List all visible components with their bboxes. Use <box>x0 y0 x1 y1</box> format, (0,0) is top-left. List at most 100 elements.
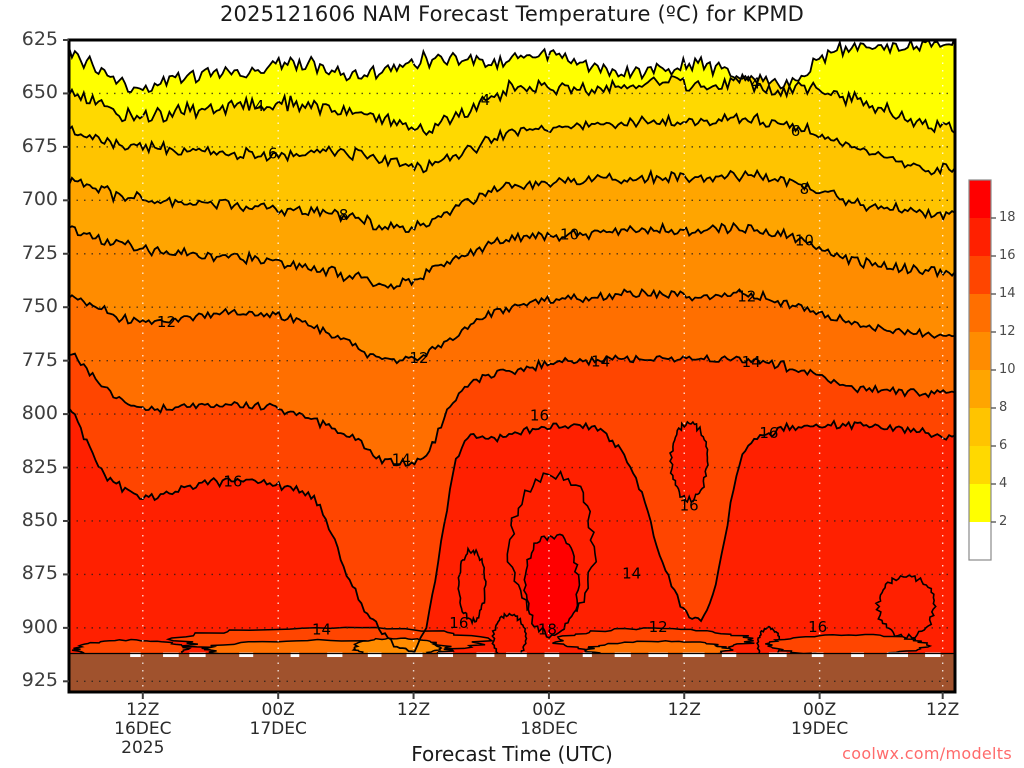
contour-label: 10 <box>795 232 814 250</box>
colorbar-band <box>969 332 991 371</box>
contour-label: 4 <box>481 91 491 109</box>
x-tick-date: 17DEC <box>249 719 307 739</box>
contour-label: 12 <box>649 618 668 636</box>
contour-line-4 <box>69 72 955 137</box>
contour-band-6 <box>69 114 955 232</box>
colorbar-band <box>969 522 991 561</box>
contour-label: 4 <box>751 74 761 92</box>
plot-frame <box>67 38 957 694</box>
terrain-notch <box>367 652 382 658</box>
terrain-notch <box>327 652 343 658</box>
contour-label: 16 <box>223 472 242 490</box>
colorbar-band <box>969 484 991 523</box>
contour-label: 10 <box>560 225 579 243</box>
terrain-notch <box>648 652 668 658</box>
terrain-notch <box>768 652 787 658</box>
colorbar-band <box>969 218 991 257</box>
contour-band-12 <box>69 289 955 466</box>
contour-band-10 <box>69 223 955 364</box>
contour-band-8 <box>69 170 955 289</box>
x-axis-ticks <box>141 692 944 699</box>
y-axis-ticks <box>63 39 69 683</box>
contour-line-8 <box>69 168 955 233</box>
core-16-sfc-c <box>874 574 937 640</box>
contour-label: 8 <box>339 206 349 224</box>
contour-fill-layer <box>69 40 955 692</box>
colorbar-tick-label: 2 <box>999 514 1008 529</box>
y-tick-label: 925 <box>21 669 58 692</box>
contour-label: 16 <box>449 614 468 632</box>
x-tick-time: 12Z <box>667 700 701 720</box>
contour-label: 16 <box>530 407 549 425</box>
contour-label: 18 <box>538 620 557 638</box>
colorbar-tick-label: 18 <box>999 210 1016 225</box>
terrain-notch <box>189 652 206 658</box>
terrain-fill <box>69 653 955 692</box>
x-tick-time: 00Z <box>532 700 566 720</box>
terrain-notch <box>925 652 941 658</box>
contour-band-2 <box>69 40 955 135</box>
contour-label: 6 <box>791 122 801 140</box>
y-tick-label: 900 <box>21 615 58 638</box>
y-tick-label: 625 <box>21 28 58 50</box>
y-tick-label: 650 <box>21 81 58 104</box>
x-tick-date: 19DEC <box>790 719 849 739</box>
terrain-notch <box>290 652 300 658</box>
contour-line-16 <box>69 407 955 653</box>
page-title: 2025121606 NAM Forecast Temperature (ºC)… <box>0 2 1024 26</box>
x-tick-date: 18DEC <box>520 719 578 739</box>
contour-label: 14 <box>312 620 331 638</box>
x-tick-time: 00Z <box>261 700 295 720</box>
contour-label: 12 <box>409 349 428 367</box>
colorbar-band <box>969 256 991 295</box>
contour-label: 6 <box>268 144 278 162</box>
terrain-notch <box>851 652 864 658</box>
contour-label: 12 <box>157 313 176 331</box>
colorbar-band <box>969 408 991 447</box>
contour-label: 14 <box>742 353 761 371</box>
x-tick-time: 12Z <box>396 700 431 720</box>
contour-label: 4 <box>255 97 265 115</box>
colorbar-band <box>969 180 991 219</box>
x-tick-date: 16DEC <box>114 719 172 739</box>
core-16-right <box>669 420 709 504</box>
terrain-notch <box>682 652 705 658</box>
contour-label: 16 <box>808 618 827 636</box>
colorbar-tick-label: 16 <box>999 248 1016 263</box>
terrain-band <box>69 652 955 692</box>
x-tick-time: 12Z <box>926 700 960 720</box>
terrain-notch <box>811 652 824 658</box>
terrain-notch <box>239 652 254 658</box>
colorbar-band <box>969 294 991 333</box>
colorbar-band <box>969 370 991 409</box>
y-tick-label: 825 <box>21 455 58 478</box>
x-tick-time: 00Z <box>802 700 837 720</box>
contour-line-10 <box>69 221 955 291</box>
terrain-notch <box>614 652 631 658</box>
colorbar-tick-label: 12 <box>999 324 1016 339</box>
y-tick-label: 675 <box>21 134 58 157</box>
chart-title-text: 2025121606 NAM Forecast Temperature (ºC)… <box>219 2 805 26</box>
y-tick-label: 800 <box>21 402 58 425</box>
terrain-notch <box>544 652 560 658</box>
terrain-notch <box>438 652 454 658</box>
terrain-notch <box>406 652 423 658</box>
colorbar-band <box>969 446 991 485</box>
y-tick-label: 875 <box>21 562 58 585</box>
terrain-notch <box>130 652 141 658</box>
terrain-notch <box>721 652 737 658</box>
colorbar-tick-label: 10 <box>999 362 1016 377</box>
y-tick-label: 725 <box>21 241 58 264</box>
colorbar <box>968 179 996 561</box>
contour-band-14 <box>69 353 955 652</box>
contour-label: 16 <box>759 424 778 442</box>
gridline-layer <box>69 40 955 692</box>
contour-line-6 <box>69 112 955 176</box>
credit-watermark: coolwx.com/modelts <box>842 744 1012 763</box>
colorbar-tick-label: 6 <box>999 438 1008 453</box>
colorbar-tick-label: 8 <box>999 400 1008 415</box>
terrain-notch <box>476 652 495 658</box>
contour-line-2 <box>69 40 955 99</box>
